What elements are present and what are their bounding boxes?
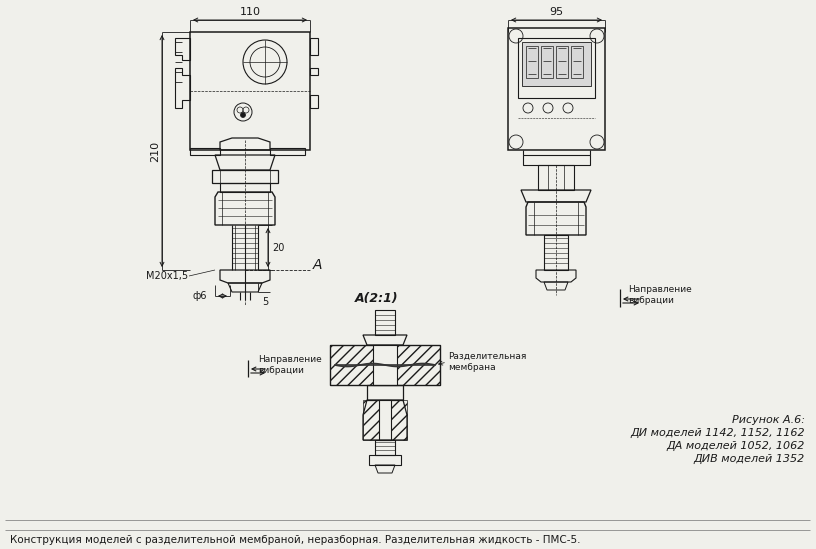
Text: 20: 20: [272, 243, 284, 253]
Text: ДИ моделей 1142, 1152, 1162: ДИ моделей 1142, 1152, 1162: [631, 428, 805, 438]
Bar: [508, 28, 605, 150]
Text: Конструкция моделей с разделительной мембраной, неразборная. Разделительная жидк: Конструкция моделей с разделительной мем…: [10, 535, 580, 545]
Bar: [538, 165, 574, 190]
Text: Разделительная
мембрана: Разделительная мембрана: [448, 352, 526, 372]
Bar: [522, 42, 591, 86]
Bar: [571, 46, 583, 78]
Bar: [190, 32, 310, 150]
Polygon shape: [373, 345, 397, 385]
Circle shape: [241, 113, 246, 117]
Bar: [541, 46, 553, 78]
Text: 5: 5: [262, 297, 268, 307]
Text: Направление
вибрации: Направление вибрации: [258, 355, 322, 375]
Text: 110: 110: [240, 7, 260, 17]
Text: Рисунок А.6:: Рисунок А.6:: [732, 415, 805, 425]
Text: Направление
вибрации: Направление вибрации: [628, 285, 692, 305]
Bar: [544, 235, 568, 270]
Polygon shape: [379, 400, 391, 440]
Bar: [556, 46, 568, 78]
Text: 95: 95: [549, 7, 563, 17]
Text: М20х1,5: М20х1,5: [146, 271, 188, 281]
Bar: [375, 310, 395, 335]
Text: ДА моделей 1052, 1062: ДА моделей 1052, 1062: [667, 441, 805, 451]
Bar: [526, 46, 538, 78]
Text: ДИВ моделей 1352: ДИВ моделей 1352: [694, 454, 805, 464]
Text: ф6: ф6: [193, 291, 207, 301]
Bar: [518, 38, 595, 98]
Text: А: А: [313, 258, 322, 272]
Text: 210: 210: [150, 141, 160, 161]
Text: А(2:1): А(2:1): [355, 292, 399, 305]
